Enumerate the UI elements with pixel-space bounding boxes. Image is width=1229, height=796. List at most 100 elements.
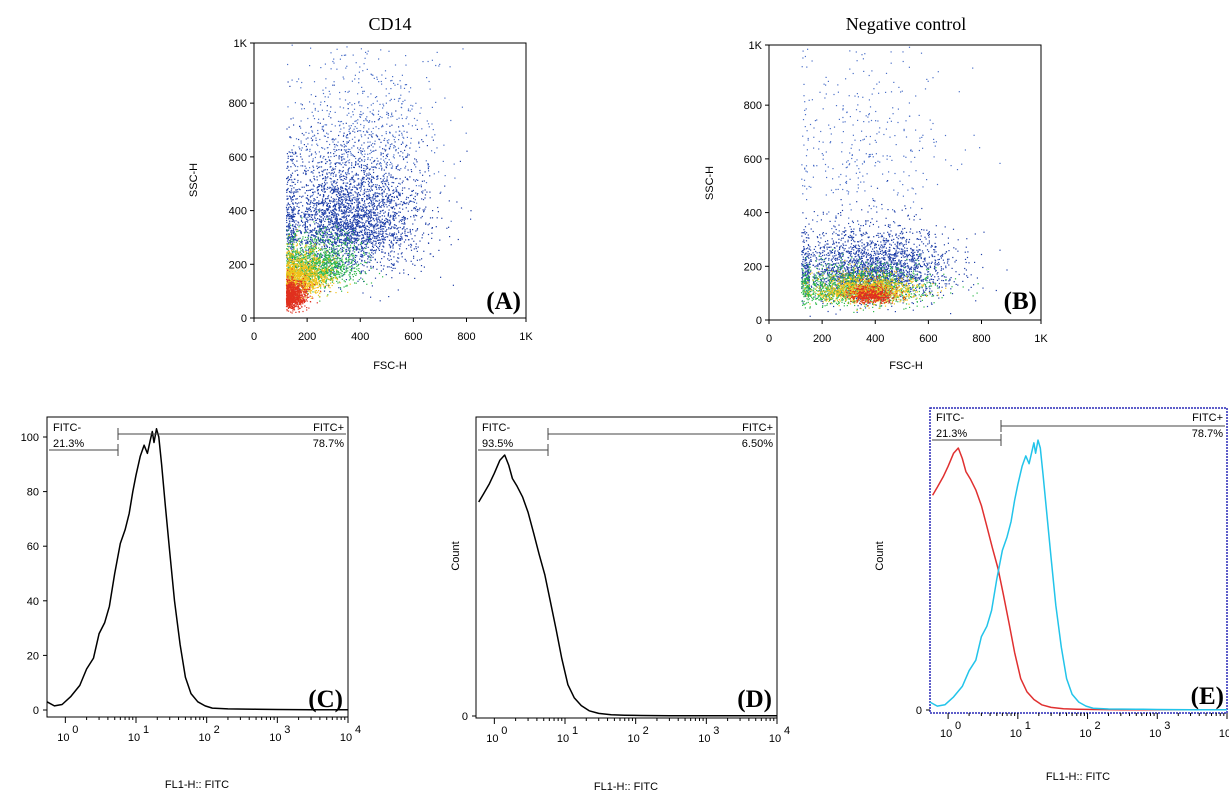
density-dot xyxy=(365,245,367,247)
density-dot xyxy=(334,186,336,188)
density-dot xyxy=(316,167,319,170)
density-dot xyxy=(404,218,407,220)
density-dot xyxy=(381,194,383,196)
density-dot xyxy=(311,111,313,113)
density-dot xyxy=(432,139,434,141)
density-dot xyxy=(395,237,397,240)
density-dot xyxy=(393,232,396,234)
density-dot xyxy=(302,280,304,282)
density-dot xyxy=(365,168,367,170)
density-dot xyxy=(365,244,367,246)
density-dot xyxy=(360,48,362,50)
density-dot xyxy=(311,242,313,244)
density-dot xyxy=(345,248,347,251)
density-dot xyxy=(353,238,355,240)
density-dot xyxy=(337,245,339,247)
density-dot xyxy=(324,287,326,289)
density-dot xyxy=(323,248,325,250)
density-dot xyxy=(328,229,330,231)
density-dot xyxy=(398,211,400,213)
density-dot xyxy=(347,243,349,245)
density-dot xyxy=(329,273,331,275)
density-dot xyxy=(369,209,371,211)
density-dot xyxy=(393,182,395,184)
density-dot xyxy=(364,261,366,263)
density-dot xyxy=(400,233,402,235)
density-dot xyxy=(395,217,397,219)
density-dot xyxy=(359,193,361,196)
density-dot xyxy=(367,258,369,260)
density-dot xyxy=(378,248,380,250)
density-dot xyxy=(395,131,397,133)
density-dot xyxy=(314,216,316,218)
density-dot xyxy=(286,128,288,130)
density-dot xyxy=(388,223,390,225)
density-dot xyxy=(324,250,326,252)
density-dot xyxy=(289,242,291,244)
density-dot xyxy=(383,173,385,175)
density-dot xyxy=(300,241,302,243)
density-dot xyxy=(366,53,368,55)
density-dot xyxy=(335,144,337,146)
density-dot xyxy=(368,212,370,214)
density-dot xyxy=(322,203,325,205)
density-dot xyxy=(338,162,340,164)
density-dot xyxy=(413,162,415,164)
density-dot xyxy=(291,220,293,222)
density-dot xyxy=(399,203,401,205)
density-dot xyxy=(305,230,307,232)
density-dot xyxy=(393,191,395,193)
density-dot xyxy=(340,191,343,193)
density-dot xyxy=(358,235,360,237)
density-dot xyxy=(406,228,408,230)
density-dot xyxy=(337,189,339,191)
density-dot xyxy=(311,214,313,217)
density-dot xyxy=(349,258,351,261)
density-dot xyxy=(350,241,353,243)
density-dot xyxy=(370,185,373,187)
density-dot xyxy=(380,225,382,227)
density-dot xyxy=(295,250,297,252)
density-dot xyxy=(356,233,359,235)
density-dot xyxy=(308,199,310,201)
density-dot xyxy=(292,255,294,257)
density-dot xyxy=(391,176,393,178)
density-dot xyxy=(379,210,381,212)
density-dot xyxy=(346,134,349,136)
density-dot xyxy=(329,215,331,217)
density-dot xyxy=(369,168,371,170)
density-dot xyxy=(327,136,329,139)
density-dot xyxy=(336,262,338,264)
density-dot xyxy=(343,134,345,136)
density-dot xyxy=(347,208,349,210)
density-dot xyxy=(377,218,379,220)
density-dot xyxy=(330,237,332,239)
density-dot xyxy=(381,222,384,224)
density-dot xyxy=(431,59,433,61)
density-dot xyxy=(413,207,415,209)
density-dot xyxy=(297,181,299,183)
density-dot xyxy=(344,91,346,93)
density-dot xyxy=(361,184,363,186)
density-dot xyxy=(363,142,365,144)
density-dot xyxy=(335,225,337,227)
density-dot xyxy=(401,189,403,191)
density-dot xyxy=(390,251,392,253)
density-dot xyxy=(376,206,378,208)
density-dot xyxy=(329,143,331,146)
density-dot xyxy=(328,222,330,224)
density-dot xyxy=(304,232,306,234)
density-dot xyxy=(364,159,366,161)
density-dot xyxy=(400,239,402,241)
density-dot xyxy=(338,169,341,171)
density-dot xyxy=(298,238,300,240)
density-dot xyxy=(370,257,372,259)
density-dot xyxy=(403,226,405,228)
density-dot xyxy=(333,190,335,192)
density-dot xyxy=(352,166,355,168)
density-dot xyxy=(327,229,329,231)
density-dot xyxy=(330,200,332,202)
density-dot xyxy=(374,258,376,260)
density-dot xyxy=(380,165,382,167)
density-dot xyxy=(428,126,430,128)
